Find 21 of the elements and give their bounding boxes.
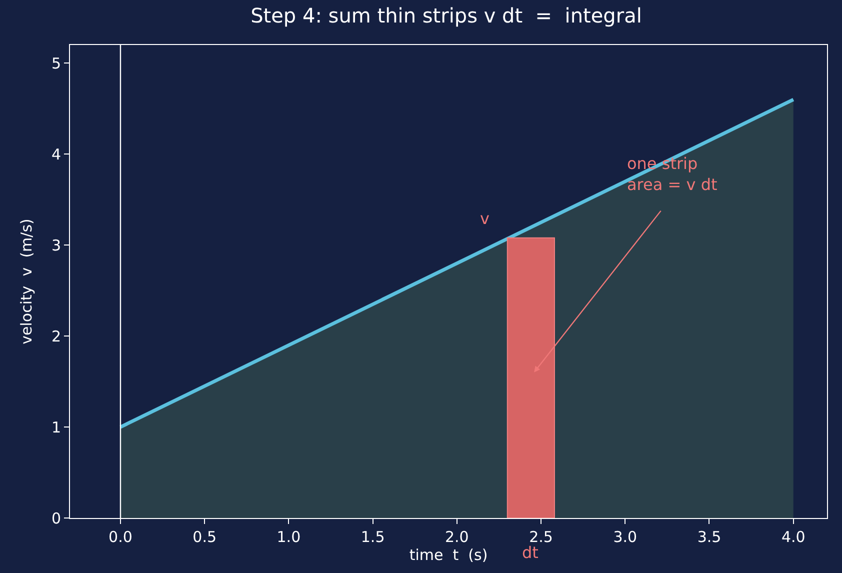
x-axis-title: time t (s)	[409, 546, 488, 564]
annotation: one strip area = v dt	[627, 154, 718, 194]
x-tick-label: 1.0	[276, 528, 301, 546]
y-tick-label: 5	[51, 54, 61, 72]
x-tick-label: 3.0	[613, 528, 638, 546]
x-tick-label: 0.5	[192, 528, 217, 546]
y-tick-label: 2	[51, 327, 61, 346]
text: dt	[522, 543, 538, 562]
x-tick-label: 0.0	[108, 528, 132, 546]
x-tick-label: 4.0	[781, 528, 806, 546]
annotation: v	[480, 209, 490, 228]
y-tick-label: 0	[51, 509, 61, 528]
x-tick-label: 3.5	[697, 528, 722, 546]
y-tick-label: 3	[51, 236, 61, 254]
y-tick-label: 1	[51, 418, 61, 436]
x-tick-label: 2.5	[529, 528, 553, 546]
chart-title: Step 4: sum thin strips v dt = integral	[250, 4, 642, 28]
y-tick-label: 4	[51, 145, 61, 164]
x-tick-label: 1.5	[360, 528, 385, 546]
x-tick-label: 2.0	[444, 528, 469, 546]
y-axis-title: velocity v (m/s)	[18, 218, 36, 344]
